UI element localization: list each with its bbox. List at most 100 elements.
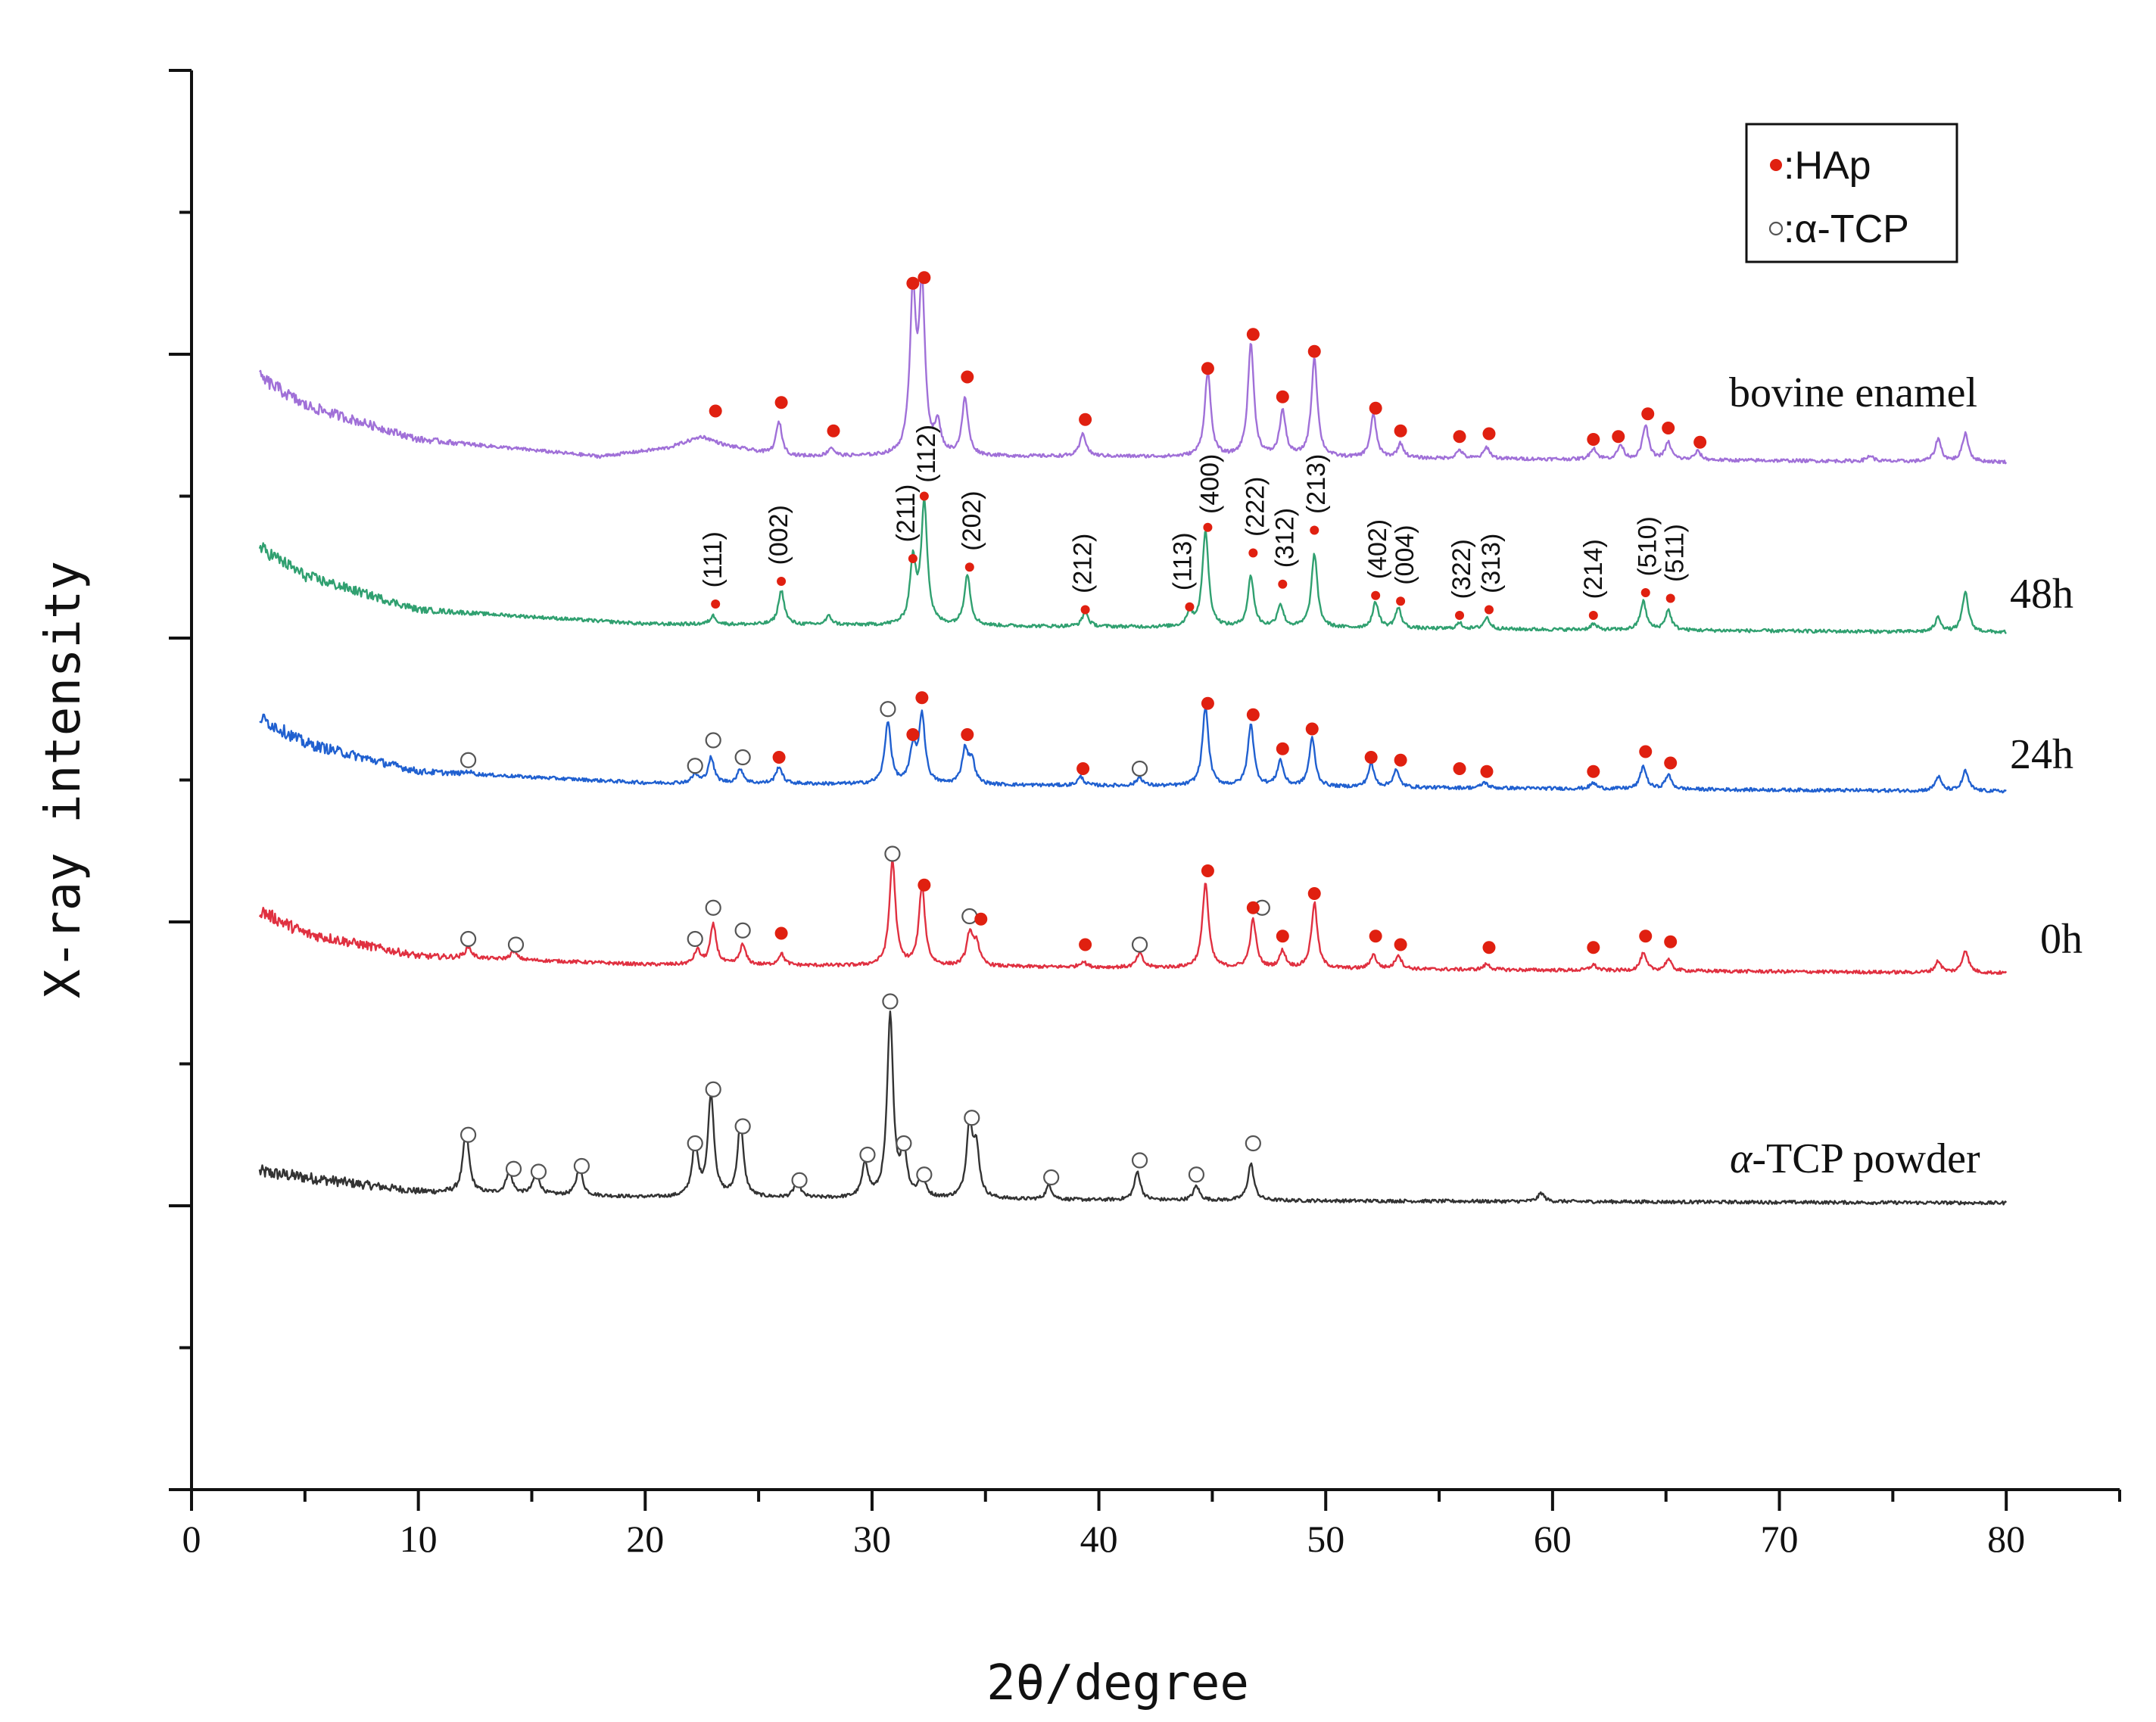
tcp-marker-0h — [884, 845, 901, 862]
hkl-labels: (111) (002) (211)(112) (202) (212) (113) (400)… — [699, 425, 1690, 599]
hap-marker-24h — [906, 728, 920, 741]
hap-marker-0h — [1482, 941, 1496, 954]
tcp-marker-tcp-powder — [734, 1118, 751, 1135]
series-label-alpha: α — [1730, 1135, 1753, 1182]
hap-marker-0h — [1201, 864, 1214, 877]
hkl-label: (511) — [1661, 524, 1690, 582]
hap-marker-24h — [1246, 708, 1260, 721]
series-label-0h: 0h — [2040, 916, 2083, 963]
series-line-48h — [258, 498, 2007, 634]
legend-tcp-icon — [1768, 221, 1784, 236]
hkl-label: (313) — [1477, 534, 1506, 593]
hkl-label: (202) — [958, 490, 986, 550]
hap-marker-0h — [974, 912, 988, 926]
axes: 0 10 20 30 40 50 60 70 80 2θ/degree X-ray intensit… — [36, 69, 2121, 1711]
hap-marker-48h — [1185, 602, 1195, 612]
hap-marker-24h — [1453, 762, 1466, 775]
hap-marker-24h — [1587, 764, 1600, 778]
series-line-0h — [258, 860, 2008, 975]
series-label-48h: 48h — [2010, 571, 2073, 618]
x-tick-label: 50 — [1307, 1518, 1344, 1560]
tcp-marker-24h — [1131, 760, 1148, 777]
hap-marker-0h — [1394, 938, 1407, 951]
hap-marker-bovine-enamel — [1453, 430, 1466, 444]
hap-marker-0h — [1079, 938, 1092, 951]
hap-marker-48h — [1080, 605, 1090, 615]
series-label-tcp-powder: α-TCP powder — [1730, 1135, 1980, 1182]
hap-marker-bovine-enamel — [1079, 413, 1092, 426]
tcp-marker-tcp-powder — [1131, 1152, 1148, 1169]
tcp-marker-tcp-powder — [460, 1126, 477, 1143]
hap-marker-bovine-enamel — [1394, 424, 1407, 438]
hap-marker-0h — [1587, 941, 1600, 954]
tcp-marker-tcp-powder — [882, 993, 899, 1010]
x-tick-label: 20 — [626, 1518, 664, 1560]
hap-marker-bovine-enamel — [1662, 422, 1675, 434]
hap-marker-48h — [1310, 525, 1319, 535]
hap-marker-48h — [1203, 522, 1213, 532]
hap-marker-24h — [915, 691, 929, 705]
hap-marker-0h — [1307, 887, 1321, 900]
series-line-24h — [259, 705, 2007, 794]
hap-marker-bovine-enamel — [1641, 407, 1655, 421]
tcp-marker-tcp-powder — [573, 1157, 590, 1175]
tcp-marker-24h — [734, 749, 751, 766]
tcp-marker-24h — [687, 758, 703, 774]
hap-marker-48h — [1278, 579, 1288, 589]
tcp-marker-0h — [705, 899, 721, 916]
hkl-label: (111) — [699, 531, 727, 587]
hap-marker-bovine-enamel — [906, 276, 920, 290]
tcp-marker-tcp-powder — [896, 1135, 912, 1152]
hkl-label: (402) — [1363, 519, 1392, 579]
hap-marker-bovine-enamel — [1482, 427, 1496, 441]
hap-marker-24h — [772, 751, 786, 764]
hkl-label: (510) — [1634, 516, 1662, 576]
hap-marker-24h — [1076, 762, 1090, 775]
x-tick-label: 30 — [853, 1518, 891, 1560]
legend-box — [1745, 123, 1958, 263]
tcp-marker-tcp-powder — [916, 1166, 933, 1183]
hap-marker-48h — [1665, 593, 1675, 603]
hap-marker-bovine-enamel — [1612, 430, 1625, 444]
hap-marker-0h — [1276, 930, 1289, 943]
series-label-rest: -TCP powder — [1752, 1135, 1980, 1182]
hap-marker-48h — [1248, 548, 1258, 558]
series-line-tcp-powder — [258, 1010, 2008, 1206]
legend: :HAp:α-TCP — [1745, 123, 1958, 263]
hap-marker-0h — [774, 926, 788, 940]
tcp-marker-tcp-powder — [530, 1163, 547, 1180]
series-label-bovine-enamel: bovine enamel — [1729, 369, 1977, 416]
tcp-marker-24h — [705, 732, 721, 749]
hkl-label: (322) — [1447, 539, 1476, 599]
hap-marker-24h — [1276, 742, 1289, 755]
hap-marker-48h — [1455, 611, 1465, 620]
hap-marker-bovine-enamel — [1201, 362, 1214, 375]
hap-marker-48h — [964, 562, 974, 572]
tcp-marker-tcp-powder — [1043, 1169, 1060, 1186]
hap-marker-24h — [1201, 696, 1214, 710]
tcp-marker-0h — [961, 908, 978, 925]
tcp-marker-tcp-powder — [791, 1172, 808, 1188]
hap-marker-bovine-enamel — [961, 370, 974, 384]
hap-marker-48h — [711, 599, 721, 609]
tcp-marker-0h — [460, 930, 477, 948]
hap-marker-24h — [1364, 751, 1378, 764]
hap-marker-0h — [918, 878, 931, 892]
hap-marker-48h — [1588, 611, 1598, 620]
hkl-label: (002) — [765, 505, 793, 565]
x-axis-title: 2θ/degree — [986, 1655, 1249, 1711]
hap-marker-bovine-enamel — [918, 271, 931, 285]
legend-tcp-label: :α-TCP — [1784, 207, 1909, 251]
tcp-marker-24h — [880, 701, 896, 718]
hap-marker-48h — [1640, 588, 1650, 597]
y-axis-title: X-ray intensity — [36, 561, 92, 998]
tcp-marker-tcp-powder — [1245, 1135, 1261, 1152]
hap-marker-24h — [961, 728, 974, 741]
hkl-label: (222) — [1241, 477, 1270, 537]
hap-marker-bovine-enamel — [1307, 344, 1321, 358]
tcp-marker-0h — [687, 930, 703, 948]
hkl-label: (214) — [1579, 539, 1608, 599]
tcp-marker-tcp-powder — [1188, 1166, 1205, 1183]
hkl-label: (211) — [892, 484, 921, 543]
